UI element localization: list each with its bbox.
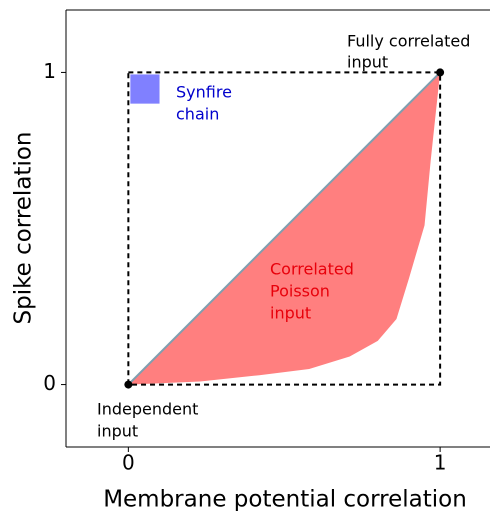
x-axis-label: Membrane potential correlation [103,487,467,511]
point-label: input [347,53,388,72]
region-label: chain [176,105,219,124]
area-label: Poisson [270,282,330,301]
region [130,74,160,104]
region-label: Synfire [176,83,232,102]
point [436,68,445,77]
point-label: Fully correlated [347,32,470,51]
point [124,380,133,389]
y-axis-label: Spike correlation [11,132,37,325]
x-tick-label: 0 [122,451,135,475]
upper-edge [127,71,441,386]
point-label: input [97,422,138,441]
y-tick-label: 0 [43,371,56,395]
area-label: Correlated [270,260,354,279]
area-label: input [270,304,311,323]
x-tick-label: 1 [434,451,447,475]
reference-box [127,71,442,386]
y-tick-label: 1 [43,59,56,83]
point-label: Independent [97,400,198,419]
